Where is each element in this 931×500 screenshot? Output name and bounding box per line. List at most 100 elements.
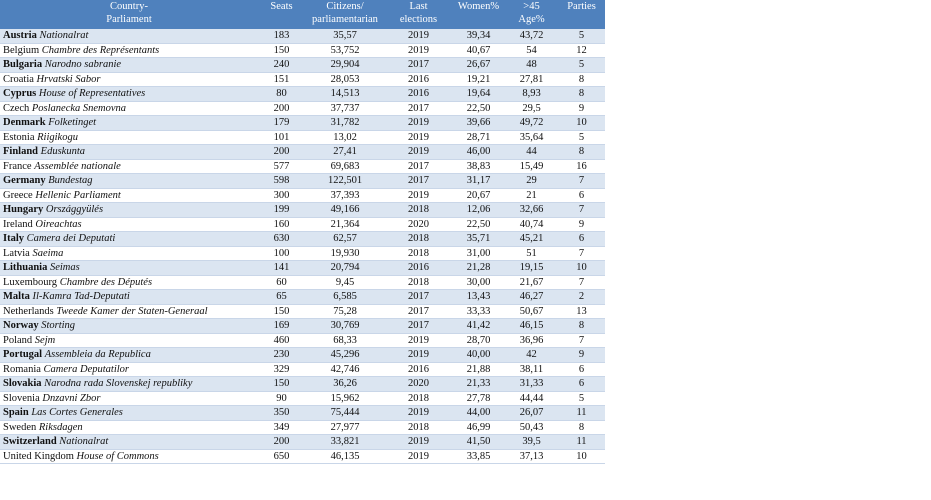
- cell-text: 240: [273, 59, 290, 71]
- cell-text: 33,821: [330, 436, 360, 448]
- cell-text: 27,41: [333, 146, 357, 158]
- table-cell: 41,50: [452, 434, 505, 450]
- cell-text: 41,50: [466, 436, 491, 448]
- cell-text: 13,02: [333, 131, 357, 143]
- cell-text: 2019: [408, 334, 429, 346]
- country-name: Norway: [3, 320, 39, 332]
- table-cell: 53,752: [305, 43, 385, 58]
- header-text: Citizens/: [326, 1, 364, 12]
- table-row: Portugal Assembleia da Republica 230 45,29…: [0, 347, 605, 363]
- table-cell: 200: [258, 101, 305, 116]
- table-cell: 2018: [385, 420, 452, 435]
- cell-text: 22,50: [466, 102, 491, 114]
- column-header: Seats: [258, 0, 305, 29]
- table-row: Croatia Hrvatski Sabor 151 28,053 2016 19,21…: [0, 72, 605, 87]
- cell-text: 9: [578, 218, 585, 230]
- cell-text: 2016: [408, 88, 429, 100]
- cell-text: 46,00: [466, 146, 491, 158]
- country-name: Czech: [3, 102, 30, 114]
- table-cell: 122,501: [305, 173, 385, 189]
- parliament-name: Camera dei Deputati: [26, 233, 116, 245]
- table-cell: 38,11: [505, 362, 558, 377]
- cell-text: 37,737: [330, 102, 360, 114]
- cell-text: 38,83: [466, 160, 491, 172]
- table-cell: 100: [258, 246, 305, 261]
- cell-text: 8: [578, 88, 585, 100]
- cell-text: 183: [273, 30, 290, 42]
- table-cell: 2019: [385, 115, 452, 131]
- table-cell: 19,15: [505, 260, 558, 276]
- parliament-table: Country- Parliament Seats Citizens/parliame…: [0, 0, 605, 464]
- parliament-table-container: Country- Parliament Seats Citizens/parliame…: [0, 0, 605, 464]
- table-cell: 30,00: [452, 275, 505, 290]
- parliament-name: Nationalrat: [59, 436, 109, 448]
- table-cell: 37,737: [305, 101, 385, 116]
- table-cell: 141: [258, 260, 305, 276]
- cell-text: 7: [578, 247, 585, 259]
- table-cell: 2019: [385, 405, 452, 421]
- cell-text: 10: [576, 262, 587, 274]
- table-cell: 29,904: [305, 57, 385, 73]
- table-cell: 5: [558, 57, 605, 73]
- table-cell: 16: [558, 159, 605, 174]
- table-cell: 2017: [385, 289, 452, 305]
- country-cell: Lithuania Seimas: [0, 260, 258, 276]
- country-cell: Estonia Riigikogu: [0, 130, 258, 145]
- table-cell: 27,78: [452, 391, 505, 406]
- country-name: Netherlands: [3, 305, 54, 317]
- table-cell: 2016: [385, 72, 452, 87]
- table-cell: 21,364: [305, 217, 385, 232]
- table-cell: 7: [558, 333, 605, 348]
- table-cell: 2: [558, 289, 605, 305]
- cell-text: 5: [578, 59, 585, 71]
- table-row: Luxembourg Chambre des Députés 60 9,45 2018…: [0, 275, 605, 290]
- table-cell: 21,67: [505, 275, 558, 290]
- cell-text: 9: [578, 349, 585, 361]
- table-cell: 42: [505, 347, 558, 363]
- country-name: Sweden: [3, 421, 37, 433]
- table-cell: 21,88: [452, 362, 505, 377]
- cell-text: 15,962: [330, 392, 360, 404]
- table-cell: 10: [558, 115, 605, 131]
- country-name: Portugal: [3, 349, 43, 361]
- cell-text: 68,33: [333, 334, 357, 346]
- table-cell: 69,683: [305, 159, 385, 174]
- table-cell: 5: [558, 130, 605, 145]
- cell-text: 27,78: [466, 392, 491, 404]
- cell-text: 577: [273, 160, 290, 172]
- cell-text: 10: [576, 117, 587, 129]
- parliament-name: Bundestag: [48, 175, 93, 187]
- table-cell: 40,67: [452, 43, 505, 58]
- table-row: Estonia Riigikogu 101 13,02 2019 28,71 35,64 5: [0, 130, 605, 145]
- header-text: parliamentarian: [312, 14, 378, 25]
- table-cell: 22,50: [452, 217, 505, 232]
- table-row: Spain Las Cortes Generales 350 75,444 2019 4…: [0, 405, 605, 421]
- table-cell: 21,33: [452, 376, 505, 392]
- cell-text: 45,296: [330, 349, 360, 361]
- country-cell: Bulgaria Narodno sabranie: [0, 57, 258, 73]
- cell-text: 37,393: [330, 189, 360, 201]
- table-cell: 9: [558, 217, 605, 232]
- table-cell: 650: [258, 449, 305, 464]
- table-cell: 46,99: [452, 420, 505, 435]
- table-cell: 51: [505, 246, 558, 261]
- parliament-name: Chambre des Députés: [59, 276, 153, 288]
- table-cell: 30,769: [305, 318, 385, 334]
- table-cell: 2019: [385, 144, 452, 160]
- cell-text: 9: [578, 102, 585, 114]
- table-cell: 27,977: [305, 420, 385, 435]
- cell-text: 2019: [408, 189, 429, 201]
- table-cell: 7: [558, 275, 605, 290]
- table-cell: 200: [258, 434, 305, 450]
- cell-text: 2018: [408, 204, 429, 216]
- table-cell: 2019: [385, 434, 452, 450]
- cell-text: 21,67: [519, 276, 544, 288]
- table-cell: 28,71: [452, 130, 505, 145]
- table-row: Netherlands Tweede Kamer der Staten-Gene…: [0, 304, 605, 319]
- parliament-name: Storting: [41, 320, 76, 332]
- header-text: Women%: [457, 1, 500, 12]
- cell-text: 5: [578, 392, 585, 404]
- cell-text: 179: [273, 117, 290, 129]
- country-cell: Portugal Assembleia da Republica: [0, 347, 258, 363]
- table-cell: 15,962: [305, 391, 385, 406]
